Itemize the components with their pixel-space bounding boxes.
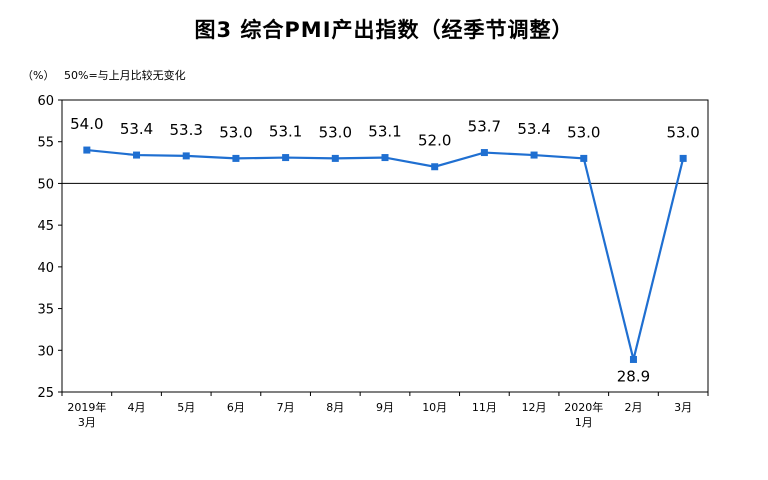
x-tick-label: 2020年 — [564, 400, 603, 414]
x-tick-label: 2月 — [624, 401, 642, 414]
y-tick-label: 55 — [37, 136, 54, 151]
data-label: 54.0 — [70, 115, 103, 133]
data-label: 53.4 — [120, 120, 153, 138]
data-label: 53.1 — [368, 123, 401, 141]
data-point — [381, 154, 389, 162]
data-point — [679, 154, 687, 162]
x-tick-label: 3月 — [674, 401, 692, 414]
data-label: 52.0 — [418, 132, 451, 150]
x-tick-label: 5月 — [177, 401, 195, 414]
y-tick-label: 60 — [37, 94, 54, 109]
series-markers — [83, 146, 687, 363]
x-tick-label: 12月 — [522, 401, 547, 414]
data-point — [530, 151, 538, 159]
data-label: 53.3 — [170, 121, 203, 139]
data-point — [480, 149, 488, 157]
y-axis: 25 30 35 40 45 50 55 60 — [37, 94, 62, 401]
y-axis-unit-label: （%） — [22, 69, 54, 82]
data-point — [232, 154, 240, 162]
x-axis: 2019年 3月 4月 5月 6月 7月 8月 9月 10月 11月 12月 2020年 1月 2月 3月 — [61, 392, 709, 429]
baseline-note: 50%=与上月比较无变化 — [64, 68, 186, 82]
data-label: 28.9 — [617, 367, 650, 385]
data-point — [580, 154, 588, 162]
x-tick-label: 8月 — [326, 401, 344, 414]
y-tick-label: 40 — [37, 261, 54, 276]
data-point — [83, 146, 91, 154]
series-line — [86, 148, 685, 360]
y-tick-label: 35 — [37, 303, 54, 318]
x-tick-label: 11月 — [472, 401, 497, 414]
x-tick-label: 3月 — [78, 416, 96, 429]
y-tick-label: 30 — [37, 344, 54, 359]
data-label: 53.7 — [468, 118, 501, 136]
data-point — [331, 154, 339, 162]
data-label: 53.1 — [269, 123, 302, 141]
chart-title: 图3 综合PMI产出指数（经季节调整） — [194, 18, 574, 42]
x-tick-label: 2019年 — [67, 400, 106, 414]
data-point — [133, 151, 141, 159]
data-label: 53.0 — [319, 123, 352, 141]
data-point — [629, 355, 637, 363]
data-point — [431, 163, 439, 171]
data-labels: 54.0 53.4 53.3 53.0 53.1 53.0 53.1 52.0 53.7 53.4… — [70, 115, 700, 385]
x-tick-label: 1月 — [575, 416, 593, 429]
y-tick-label: 25 — [37, 386, 54, 401]
y-tick-label: 50 — [37, 177, 54, 192]
data-label: 53.0 — [219, 123, 252, 141]
data-point — [282, 154, 290, 162]
data-label: 53.0 — [666, 123, 699, 141]
x-tick-label: 7月 — [277, 401, 295, 414]
x-tick-label: 4月 — [128, 401, 146, 414]
plot-frame — [61, 99, 709, 393]
data-point — [182, 152, 190, 160]
x-tick-label: 6月 — [227, 401, 245, 414]
data-label: 53.4 — [517, 120, 550, 138]
y-tick-label: 45 — [37, 219, 54, 234]
data-label: 53.0 — [567, 123, 600, 141]
x-tick-label: 9月 — [376, 401, 394, 414]
x-tick-label: 10月 — [422, 401, 447, 414]
